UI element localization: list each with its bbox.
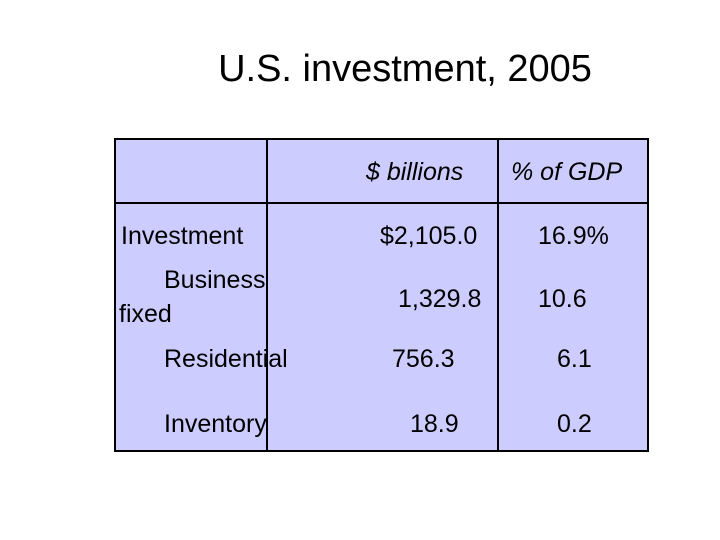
row-label-business: Business <box>164 266 266 294</box>
row-label-fixed: fixed <box>119 300 172 328</box>
row-label-inventory: Inventory <box>164 410 267 438</box>
cell-pct-investment: 16.9% <box>538 222 609 250</box>
cell-billions-business-fixed: 1,329.8 <box>398 285 482 313</box>
header-divider <box>116 202 647 204</box>
column-divider <box>497 140 499 450</box>
cell-billions-residential: 756.3 <box>392 345 455 373</box>
table-header-row <box>116 140 647 204</box>
slide-title: U.S. investment, 2005 <box>218 48 592 90</box>
row-label-investment: Investment <box>121 222 244 250</box>
column-divider <box>266 140 268 450</box>
table-body <box>116 204 647 450</box>
cell-pct-residential: 6.1 <box>557 345 592 373</box>
cell-billions-investment: $2,105.0 <box>380 222 478 250</box>
investment-table: $ billions % of GDP Investment $2,105.0 … <box>114 138 649 452</box>
cell-pct-inventory: 0.2 <box>557 410 592 438</box>
row-label-residential: Residential <box>164 345 288 373</box>
cell-pct-business-fixed: 10.6 <box>538 285 587 313</box>
cell-billions-inventory: 18.9 <box>410 410 459 438</box>
header-billions: $ billions <box>366 158 464 186</box>
header-pct-gdp: % of GDP <box>511 158 623 186</box>
